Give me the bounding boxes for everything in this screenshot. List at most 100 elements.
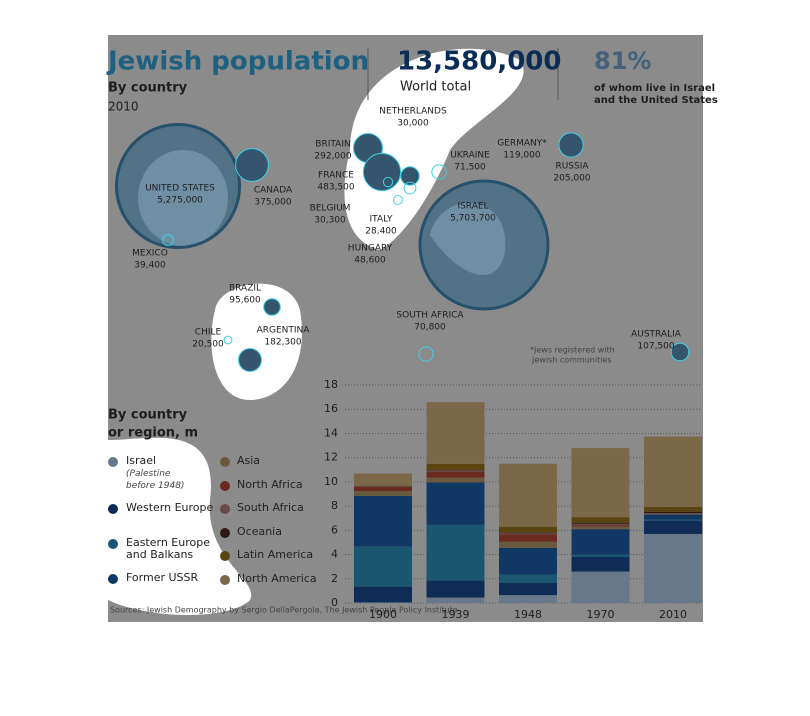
- bar-segment: [354, 602, 412, 603]
- bubble: [235, 148, 269, 182]
- y-tick-label: 10: [324, 475, 338, 488]
- share-text: and the United States: [594, 95, 718, 106]
- bubble: [382, 176, 394, 188]
- country-name: BRITAIN: [315, 140, 350, 150]
- bubble: [558, 132, 584, 158]
- bar-segment: [644, 514, 702, 520]
- y-tick-label: 14: [324, 426, 338, 439]
- legend-note: (Palestine before 1948): [126, 469, 185, 491]
- bar-segment: [426, 597, 485, 603]
- bar-segment: [571, 554, 630, 557]
- bar-segment: [426, 580, 485, 598]
- bar-segment: [426, 482, 485, 525]
- country-name: ISRAEL: [457, 202, 488, 212]
- x-tick-label: 1939: [442, 608, 470, 621]
- bubble: [362, 152, 402, 192]
- bar-segment: [644, 513, 702, 514]
- bar-segment: [644, 506, 702, 512]
- country-name: MEXICO: [132, 249, 168, 259]
- y-tick-label: 6: [331, 523, 338, 536]
- highlight: [211, 283, 302, 400]
- country-value: 5,275,000: [157, 196, 203, 206]
- legend-marker: [220, 574, 230, 585]
- bar-segment: [426, 524, 485, 581]
- legend-label: Western Europe: [126, 501, 214, 514]
- legend-label: Former USSR: [126, 571, 199, 584]
- country-value: 70,800: [414, 323, 446, 333]
- bar-segment: [354, 495, 412, 547]
- country-value: 30,000: [397, 119, 429, 129]
- bubble: [431, 164, 447, 180]
- legend-marker: [220, 480, 230, 491]
- bar-segment: [499, 534, 557, 542]
- bar-segment: [499, 574, 557, 584]
- bubble: [400, 166, 420, 186]
- y-tick-label: 4: [331, 548, 338, 561]
- y-tick-label: 16: [324, 402, 338, 415]
- x-tick-label: 1970: [587, 608, 615, 621]
- country-value: 107,500: [637, 342, 674, 352]
- year: 2010: [108, 100, 139, 114]
- country-name: HUNGARY: [348, 244, 393, 254]
- legend-label: Israel: [126, 454, 157, 467]
- legend-label: Oceania: [237, 524, 282, 538]
- country-value: 5,703,700: [450, 214, 496, 224]
- legend-label: South Africa: [237, 501, 304, 514]
- country-value: 95,600: [229, 296, 261, 306]
- bar-segment: [426, 463, 485, 471]
- country-value: 39,400: [134, 261, 166, 271]
- country-value: 205,000: [553, 174, 590, 184]
- source: Sources: Jewish Demography by Sergio Del…: [110, 606, 458, 615]
- legend-label: Latin America: [237, 548, 314, 561]
- bar-segment: [571, 571, 630, 603]
- bar-segment: [499, 533, 557, 535]
- bar-segment: [499, 547, 557, 575]
- bar-segment: [426, 470, 485, 472]
- title: Jewish population: [106, 47, 369, 77]
- map-note: *Jews registered with: [530, 346, 615, 355]
- share: 81%: [594, 47, 651, 75]
- total: 13,580,000: [397, 47, 561, 77]
- bar-segment: [499, 595, 557, 603]
- bar-segment: [499, 463, 557, 527]
- bar-segment: [354, 490, 412, 496]
- bubble: [114, 122, 242, 250]
- bar-segment: [571, 524, 630, 526]
- bar-segment: [571, 448, 630, 518]
- legend-label: Asia: [237, 454, 261, 467]
- bar-segment: [499, 526, 557, 533]
- country-name: GERMANY*: [497, 139, 547, 149]
- bar-segment: [571, 526, 630, 530]
- highlight: [108, 437, 252, 615]
- country-value: 119,000: [503, 151, 540, 161]
- bubble: [263, 298, 281, 316]
- bar-segment: [354, 586, 412, 603]
- bubble: [670, 342, 690, 362]
- bar-segment: [354, 473, 412, 486]
- legend-label: Eastern Europe and Balkans: [126, 536, 210, 561]
- x-tick-label: 1900: [369, 608, 397, 621]
- bar-segment: [571, 529, 630, 555]
- bar-segment: [354, 486, 412, 491]
- bar-segment: [644, 519, 702, 521]
- bar-segment: [354, 485, 412, 487]
- total-label: World total: [400, 80, 471, 95]
- country-value: 30,300: [314, 216, 346, 226]
- bar-segment: [426, 402, 485, 464]
- bar-segment: [499, 541, 557, 548]
- country-name: CANADA: [254, 186, 293, 196]
- map-note: Jewish communities: [531, 356, 612, 365]
- bubble: [418, 346, 434, 362]
- share-text: of whom live in Israel: [594, 83, 715, 94]
- legend-marker: [220, 527, 230, 538]
- country-value: 20,500: [192, 340, 224, 350]
- legend-marker: [220, 551, 230, 561]
- legend-label: North Africa: [237, 477, 303, 491]
- country-name: AUSTRALIA: [631, 330, 682, 340]
- bar-segment: [644, 513, 702, 515]
- country-value: 71,500: [454, 163, 486, 173]
- x-tick-label: 2010: [659, 608, 687, 621]
- legend-marker: [108, 574, 118, 584]
- bar-segment: [644, 511, 702, 514]
